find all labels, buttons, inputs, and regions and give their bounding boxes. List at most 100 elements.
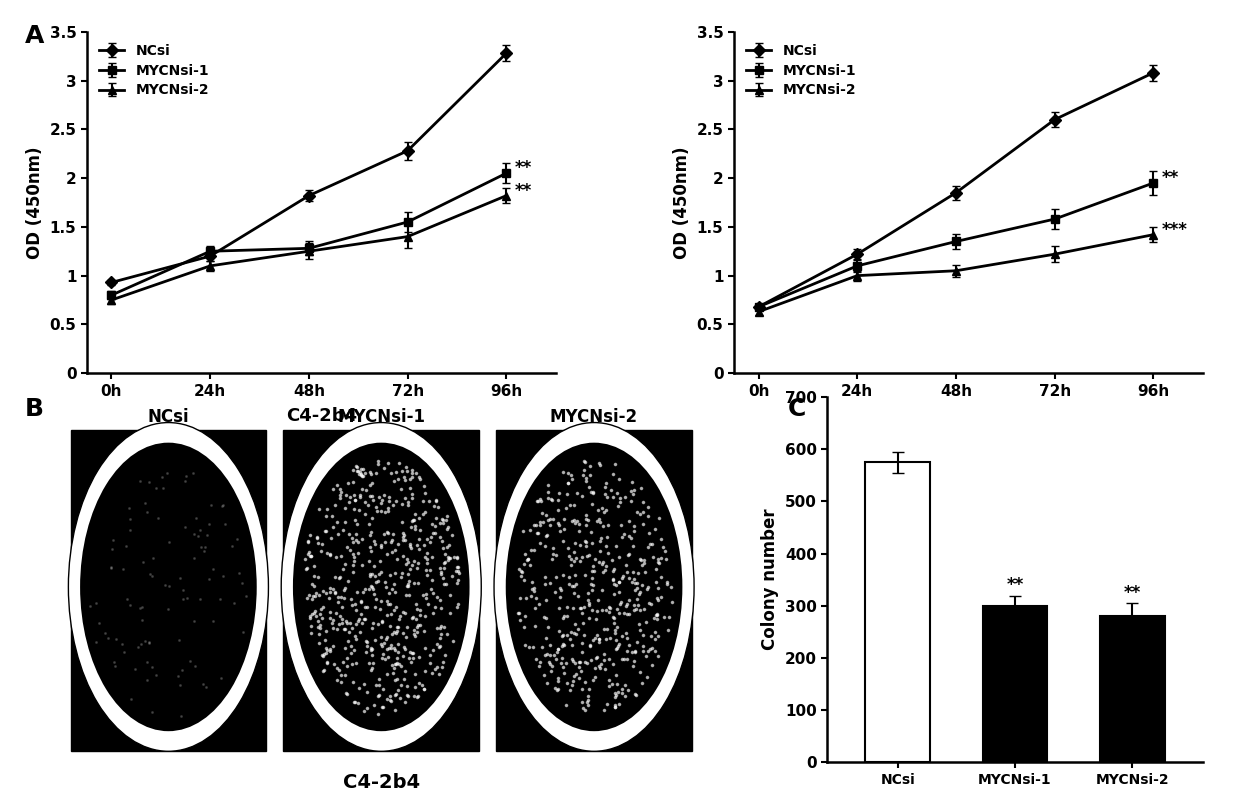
Point xyxy=(213,569,233,582)
Point xyxy=(434,578,454,591)
Point xyxy=(210,593,229,606)
Point xyxy=(136,674,156,687)
Text: MYCNsi-1: MYCNsi-1 xyxy=(337,408,425,426)
Point xyxy=(300,610,320,622)
Point xyxy=(619,515,639,527)
Point xyxy=(579,599,599,611)
Point xyxy=(518,641,538,653)
Point xyxy=(606,539,626,552)
Point xyxy=(401,562,420,575)
Point xyxy=(377,642,397,655)
Point xyxy=(517,553,537,566)
Point xyxy=(547,571,567,584)
Point xyxy=(348,535,368,548)
Point xyxy=(393,550,413,563)
Point xyxy=(584,560,604,572)
Point xyxy=(572,683,591,696)
Point xyxy=(618,597,637,610)
Point xyxy=(311,649,331,661)
Point xyxy=(381,638,401,651)
Point xyxy=(114,646,134,658)
Point xyxy=(539,649,559,661)
Point xyxy=(403,514,423,526)
Point xyxy=(396,461,415,473)
Point xyxy=(432,627,451,640)
Point xyxy=(139,476,159,488)
Point xyxy=(557,676,577,689)
Point xyxy=(360,570,379,583)
Point xyxy=(587,629,606,642)
Point xyxy=(604,577,624,590)
Point xyxy=(609,576,629,588)
Point xyxy=(398,499,418,511)
Point xyxy=(396,665,415,677)
Point xyxy=(591,658,611,671)
Point xyxy=(379,694,399,707)
Point xyxy=(413,495,433,507)
Point xyxy=(583,603,603,616)
Point xyxy=(414,624,434,637)
Point xyxy=(409,511,429,524)
Point xyxy=(578,699,598,711)
Point xyxy=(389,457,409,470)
Point xyxy=(138,506,157,518)
Point xyxy=(357,636,377,649)
Legend: NCsi, MYCNsi-1, MYCNsi-2: NCsi, MYCNsi-1, MYCNsi-2 xyxy=(740,39,862,103)
Point xyxy=(176,470,196,483)
Point xyxy=(202,615,222,627)
Point xyxy=(404,576,424,589)
Point xyxy=(649,581,668,594)
Point xyxy=(526,619,546,632)
Point xyxy=(527,526,547,539)
Point xyxy=(593,566,613,579)
Point xyxy=(599,600,619,613)
Point xyxy=(367,504,387,517)
Point xyxy=(306,610,326,622)
Point xyxy=(355,678,374,691)
Point xyxy=(433,542,453,554)
Point xyxy=(609,576,629,588)
Point xyxy=(616,627,636,640)
Point xyxy=(351,466,371,479)
Point xyxy=(658,623,678,636)
Point xyxy=(342,464,362,476)
Point xyxy=(352,483,372,495)
Point xyxy=(347,464,367,477)
Point xyxy=(572,607,591,619)
Point xyxy=(594,623,614,636)
Point xyxy=(604,563,624,576)
Point xyxy=(311,545,331,557)
Point xyxy=(611,596,631,609)
Point xyxy=(372,494,392,507)
Point xyxy=(613,687,632,700)
Point xyxy=(563,675,583,688)
Point xyxy=(424,500,444,513)
Point xyxy=(387,657,407,669)
Point xyxy=(579,480,599,493)
Point xyxy=(222,539,242,552)
Point xyxy=(336,488,356,501)
Point xyxy=(600,602,620,615)
Point xyxy=(155,579,175,592)
Point xyxy=(619,684,639,696)
Point xyxy=(548,517,568,530)
Text: C4-2b4: C4-2b4 xyxy=(342,773,420,792)
Point xyxy=(346,604,366,617)
Point xyxy=(624,488,644,500)
Point xyxy=(632,639,652,652)
Point xyxy=(339,575,358,588)
Point xyxy=(590,515,610,528)
Point xyxy=(133,556,153,569)
Point xyxy=(358,518,378,530)
Point xyxy=(425,527,445,540)
Point xyxy=(200,518,219,530)
Point xyxy=(351,463,371,476)
Point xyxy=(409,533,429,545)
Point xyxy=(345,503,365,516)
Point xyxy=(379,587,399,599)
Point xyxy=(429,667,449,680)
Point xyxy=(430,562,450,575)
Point xyxy=(409,677,429,690)
Point xyxy=(554,609,574,622)
Point xyxy=(434,620,454,633)
